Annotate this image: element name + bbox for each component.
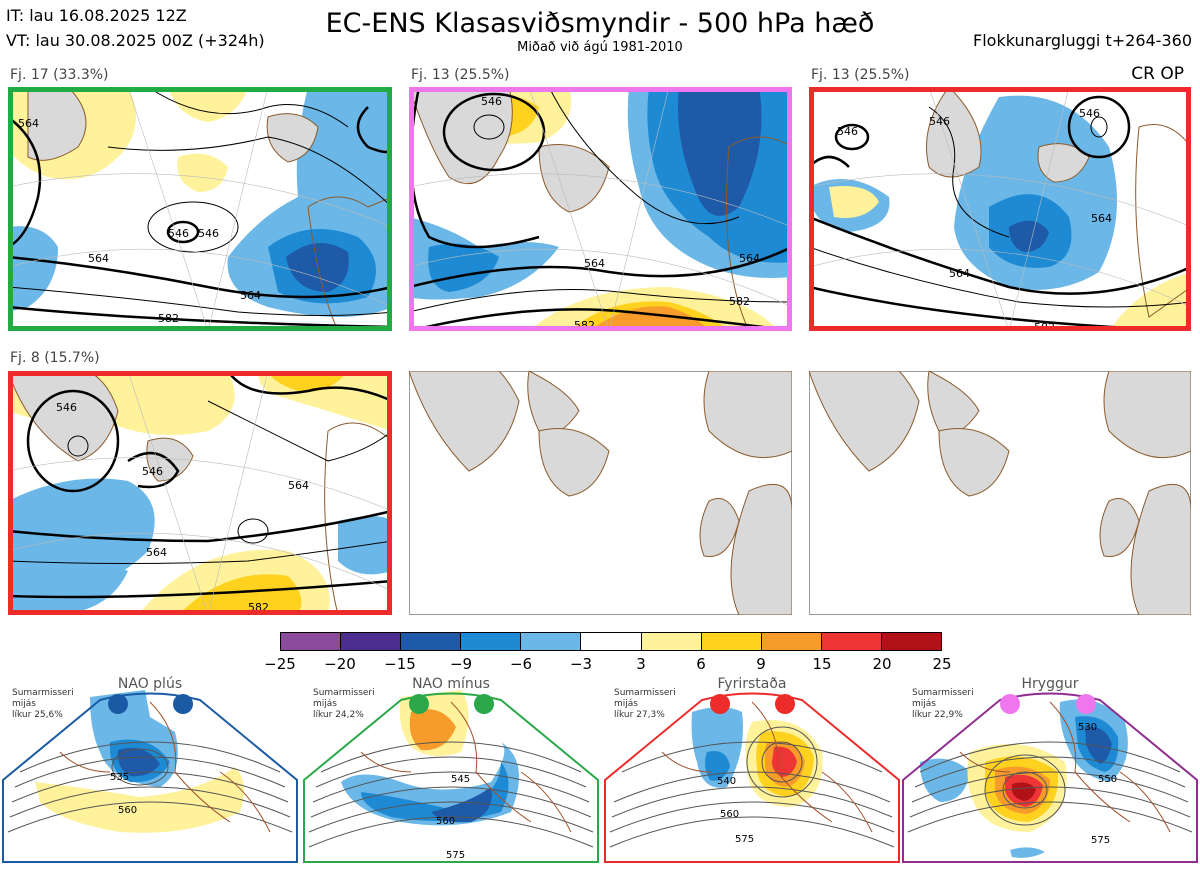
empty-map-5 bbox=[409, 371, 792, 615]
regime-nao-plus: 535 560 NAO plús Sumarmisseri mijás líkur … bbox=[0, 672, 300, 871]
initial-time: IT: lau 16.08.2025 12Z bbox=[6, 6, 187, 25]
valid-time: VT: lau 30.08.2025 00Z (+324h) bbox=[6, 31, 265, 50]
contour-label: 546 bbox=[198, 227, 219, 240]
empty-map-6 bbox=[809, 371, 1191, 615]
regime-name: NAO mínus bbox=[412, 676, 490, 692]
regime-nao-minus: 545 560 575 NAO mínus Sumarmisseri mijás l… bbox=[301, 672, 601, 871]
colorbar-bin bbox=[461, 633, 522, 650]
cluster-4-frame bbox=[8, 371, 392, 615]
regime-info: Sumarmisseri mijás líkur 25,6% bbox=[12, 688, 74, 720]
contour-label: 564 bbox=[18, 117, 39, 130]
contour-label: 546 bbox=[929, 115, 950, 128]
page-title: EC-ENS Klasasviðsmyndir - 500 hPa hæð bbox=[325, 8, 875, 39]
contour-label: 564 bbox=[584, 257, 605, 270]
cluster-map-2: 546 564 564 582 582 bbox=[409, 87, 792, 331]
colorbar-bin bbox=[521, 633, 582, 650]
control-run-label: CR OP bbox=[1131, 64, 1184, 84]
contour-label: 575 bbox=[1091, 835, 1110, 846]
colorbar-tick: −20 bbox=[324, 655, 356, 673]
colorbar-tick: −3 bbox=[569, 655, 593, 673]
regime-map: 540 560 575 bbox=[604, 692, 900, 863]
contour-label: 546 bbox=[481, 95, 502, 108]
colorbar-bin bbox=[281, 633, 342, 650]
contour-label: 582 bbox=[158, 312, 179, 325]
cluster-1-frame bbox=[8, 87, 392, 331]
regime-map: 535 560 bbox=[2, 690, 298, 863]
regime-name: Hryggur bbox=[1021, 676, 1079, 692]
contour-label: 575 bbox=[735, 834, 754, 845]
panel-4-label: Fj. 8 (15.7%) bbox=[10, 350, 100, 366]
cluster-map-3: 546 546 546 564 564 582 bbox=[809, 87, 1191, 331]
contour-label: 535 bbox=[110, 772, 129, 783]
colorbar-tick: 15 bbox=[812, 655, 832, 673]
colorbar-bin bbox=[641, 633, 702, 650]
contour-label: 540 bbox=[717, 776, 736, 787]
panel-3-label: Fj. 13 (25.5%) bbox=[811, 67, 910, 83]
colorbar-bin bbox=[581, 633, 642, 650]
contour-label: 546 bbox=[142, 465, 163, 478]
colorbar-bin bbox=[761, 633, 822, 650]
contour-label: 546 bbox=[1079, 107, 1100, 120]
contour-label: 546 bbox=[837, 125, 858, 138]
colorbar-bin bbox=[881, 633, 942, 650]
contour-label: 550 bbox=[1098, 774, 1117, 785]
contour-label: 560 bbox=[720, 809, 739, 820]
colorbar-tick: 9 bbox=[756, 655, 766, 673]
contour-label: 530 bbox=[1078, 722, 1097, 733]
contour-label: 575 bbox=[446, 850, 465, 861]
contour-label: 546 bbox=[168, 227, 189, 240]
regime-name: Fyrirstaða bbox=[717, 676, 787, 692]
contour-label: 545 bbox=[451, 774, 470, 785]
regime-ridge: 530 550 575 Hryggur Sumarmisseri mijás lík… bbox=[900, 672, 1200, 871]
cluster-3-frame bbox=[809, 87, 1191, 331]
contour-label: 560 bbox=[118, 805, 137, 816]
colorbar-tick: 3 bbox=[636, 655, 646, 673]
regime-map: 530 550 575 bbox=[902, 692, 1198, 863]
colorbar-tick: 20 bbox=[872, 655, 892, 673]
contour-label: 582 bbox=[729, 295, 750, 308]
contour-label: 560 bbox=[436, 816, 455, 827]
regime-map: 545 560 575 bbox=[303, 690, 599, 863]
contour-label: 564 bbox=[240, 289, 261, 302]
colorbar-bin bbox=[701, 633, 762, 650]
contour-label: 564 bbox=[739, 252, 760, 265]
cluster-map-4: 546 546 564 564 582 bbox=[8, 371, 392, 615]
classification-window-label: Flokkunargluggi t+264-360 bbox=[973, 31, 1192, 50]
anomaly-colorbar bbox=[280, 632, 942, 651]
colorbar-bin bbox=[821, 633, 882, 650]
regime-blocking: 540 560 575 Fyrirstaða Sumarmisseri mijás… bbox=[602, 672, 902, 871]
panel-1-label: Fj. 17 (33.3%) bbox=[10, 67, 109, 83]
contour-label: 546 bbox=[56, 401, 77, 414]
cluster-2-frame bbox=[409, 87, 792, 331]
contour-label: 564 bbox=[88, 252, 109, 265]
cluster-map-1: 564 546 546 564 582 564 bbox=[8, 87, 392, 331]
colorbar-tick: −6 bbox=[509, 655, 533, 673]
colorbar-bin bbox=[401, 633, 462, 650]
contour-label: 564 bbox=[949, 267, 970, 280]
regime-info: Sumarmisseri mijás líkur 27,3% bbox=[614, 688, 676, 720]
regime-info: Sumarmisseri mijás líkur 24,2% bbox=[313, 688, 375, 720]
colorbar-tick: 25 bbox=[932, 655, 952, 673]
colorbar-tick: 6 bbox=[696, 655, 706, 673]
regime-name: NAO plús bbox=[117, 676, 183, 692]
panel-2-label: Fj. 13 (25.5%) bbox=[411, 67, 510, 83]
contour-label: 564 bbox=[146, 546, 167, 559]
colorbar-tick: −9 bbox=[449, 655, 473, 673]
regime-info: Sumarmisseri mijás líkur 22,9% bbox=[912, 688, 974, 720]
contour-label: 564 bbox=[288, 479, 309, 492]
colorbar-bin bbox=[341, 633, 402, 650]
contour-label: 564 bbox=[1091, 212, 1112, 225]
colorbar-tick: −15 bbox=[384, 655, 416, 673]
colorbar-tick: −25 bbox=[264, 655, 296, 673]
page-subtitle: Miðað við ágú 1981-2010 bbox=[517, 40, 683, 55]
